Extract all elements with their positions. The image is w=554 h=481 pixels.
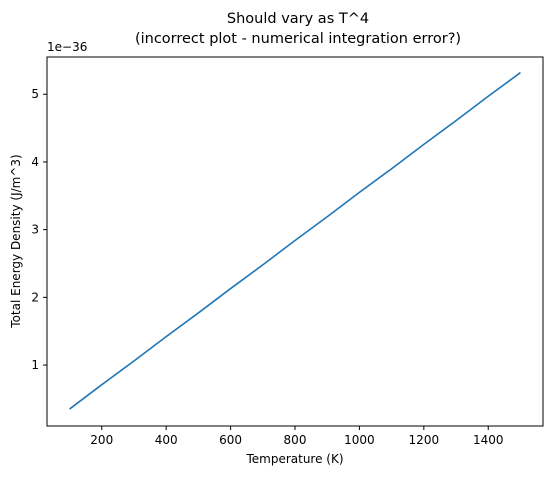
y-tick-label: 3 — [31, 223, 39, 237]
x-axis-label: Temperature (K) — [245, 452, 343, 466]
x-tick-label: 800 — [284, 433, 307, 447]
x-axis-ticks: 200 400 600 800 1000 1200 1400 — [90, 426, 504, 447]
y-tick-label: 2 — [31, 290, 39, 304]
x-tick-label: 1200 — [409, 433, 440, 447]
y-axis-offset-label: 1e−36 — [47, 40, 87, 54]
y-axis-ticks: 1 2 3 4 5 — [31, 87, 47, 372]
x-tick-label: 200 — [90, 433, 113, 447]
chart-title-line-1: Should vary as T^4 — [227, 11, 369, 27]
y-tick-label: 1 — [31, 358, 39, 372]
x-tick-label: 1400 — [473, 433, 504, 447]
y-tick-label: 5 — [31, 87, 39, 101]
x-tick-label: 400 — [155, 433, 178, 447]
y-tick-label: 4 — [31, 155, 39, 169]
x-tick-label: 600 — [219, 433, 242, 447]
y-axis-label: Total Energy Density (J/m^3) — [9, 154, 23, 328]
plot-area — [69, 71, 521, 410]
series-line-0 — [69, 71, 521, 410]
x-tick-label: 1000 — [344, 433, 375, 447]
chart-title-line-2: (incorrect plot - numerical integration … — [135, 31, 461, 47]
